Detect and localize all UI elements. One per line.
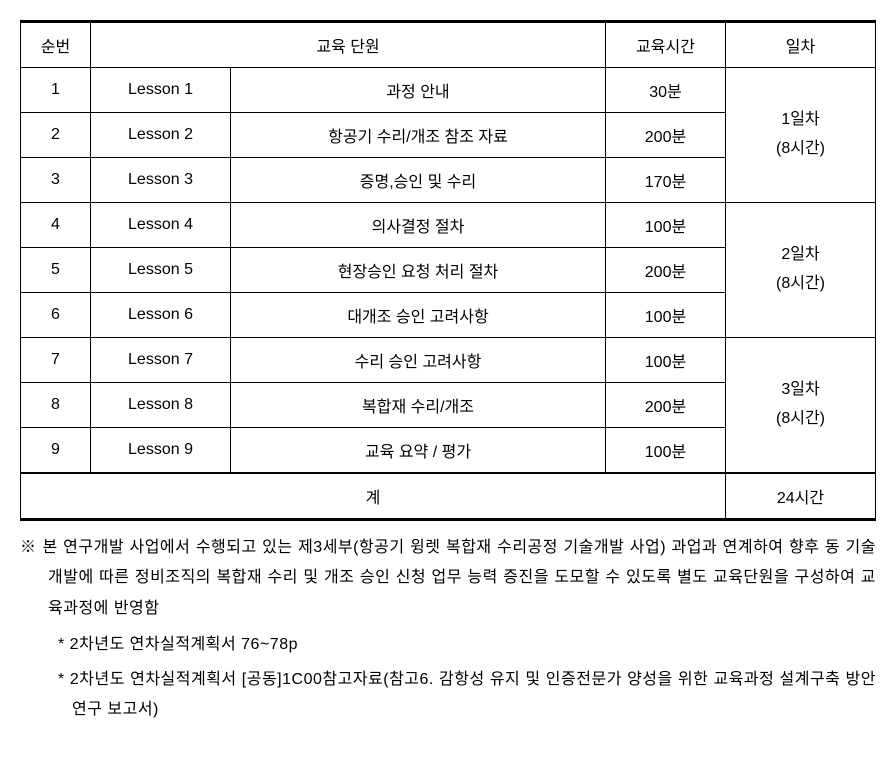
cell-day-3: 3일차 (8시간) [726, 338, 876, 474]
cell-time: 30분 [606, 68, 726, 113]
cell-title: 대개조 승인 고려사항 [231, 293, 606, 338]
cell-lesson: Lesson 5 [91, 248, 231, 293]
total-value: 24시간 [726, 473, 876, 520]
table-row: 1 Lesson 1 과정 안내 30분 1일차 (8시간) [21, 68, 876, 113]
cell-title: 수리 승인 고려사항 [231, 338, 606, 383]
notes-section: ※ 본 연구개발 사업에서 수행되고 있는 제3세부(항공기 윙렛 복합재 수리… [20, 533, 876, 725]
table-row: 7 Lesson 7 수리 승인 고려사항 100분 3일차 (8시간) [21, 338, 876, 383]
day-label-3: 3일차 [781, 381, 819, 398]
cell-time: 200분 [606, 113, 726, 158]
cell-num: 9 [21, 428, 91, 474]
header-time: 교육시간 [606, 22, 726, 68]
cell-num: 8 [21, 383, 91, 428]
cell-title: 과정 안내 [231, 68, 606, 113]
cell-time: 200분 [606, 383, 726, 428]
cell-time: 170분 [606, 158, 726, 203]
header-unit: 교육 단원 [91, 22, 606, 68]
cell-num: 7 [21, 338, 91, 383]
table-row: 4 Lesson 4 의사결정 절차 100분 2일차 (8시간) [21, 203, 876, 248]
cell-num: 4 [21, 203, 91, 248]
cell-lesson: Lesson 9 [91, 428, 231, 474]
cell-lesson: Lesson 4 [91, 203, 231, 248]
cell-title: 교육 요약 / 평가 [231, 428, 606, 474]
cell-time: 200분 [606, 248, 726, 293]
cell-title: 증명,승인 및 수리 [231, 158, 606, 203]
cell-lesson: Lesson 8 [91, 383, 231, 428]
header-day: 일차 [726, 22, 876, 68]
cell-time: 100분 [606, 203, 726, 248]
cell-lesson: Lesson 2 [91, 113, 231, 158]
cell-day-1: 1일차 (8시간) [726, 68, 876, 203]
cell-num: 1 [21, 68, 91, 113]
cell-num: 5 [21, 248, 91, 293]
note-main: ※ 본 연구개발 사업에서 수행되고 있는 제3세부(항공기 윙렛 복합재 수리… [20, 533, 876, 624]
cell-title: 복합재 수리/개조 [231, 383, 606, 428]
cell-time: 100분 [606, 293, 726, 338]
header-num: 순번 [21, 22, 91, 68]
day-hours-2: (8시간) [776, 275, 825, 292]
note-sub-1: * 2차년도 연차실적계획서 76~78p [20, 630, 876, 660]
day-hours-3: (8시간) [776, 410, 825, 427]
cell-num: 3 [21, 158, 91, 203]
day-label-1: 1일차 [781, 111, 819, 128]
cell-day-2: 2일차 (8시간) [726, 203, 876, 338]
cell-title: 의사결정 절차 [231, 203, 606, 248]
cell-num: 6 [21, 293, 91, 338]
cell-title: 항공기 수리/개조 참조 자료 [231, 113, 606, 158]
cell-lesson: Lesson 3 [91, 158, 231, 203]
table-header-row: 순번 교육 단원 교육시간 일차 [21, 22, 876, 68]
cell-lesson: Lesson 7 [91, 338, 231, 383]
cell-lesson: Lesson 1 [91, 68, 231, 113]
total-row: 계 24시간 [21, 473, 876, 520]
cell-lesson: Lesson 6 [91, 293, 231, 338]
cell-time: 100분 [606, 338, 726, 383]
total-label: 계 [21, 473, 726, 520]
curriculum-table: 순번 교육 단원 교육시간 일차 1 Lesson 1 과정 안내 30분 1일… [20, 20, 876, 521]
day-label-2: 2일차 [781, 246, 819, 263]
day-hours-1: (8시간) [776, 140, 825, 157]
cell-time: 100분 [606, 428, 726, 474]
cell-num: 2 [21, 113, 91, 158]
note-sub-2: * 2차년도 연차실적계획서 [공동]1C00참고자료(참고6. 감항성 유지 … [20, 665, 876, 726]
cell-title: 현장승인 요청 처리 절차 [231, 248, 606, 293]
